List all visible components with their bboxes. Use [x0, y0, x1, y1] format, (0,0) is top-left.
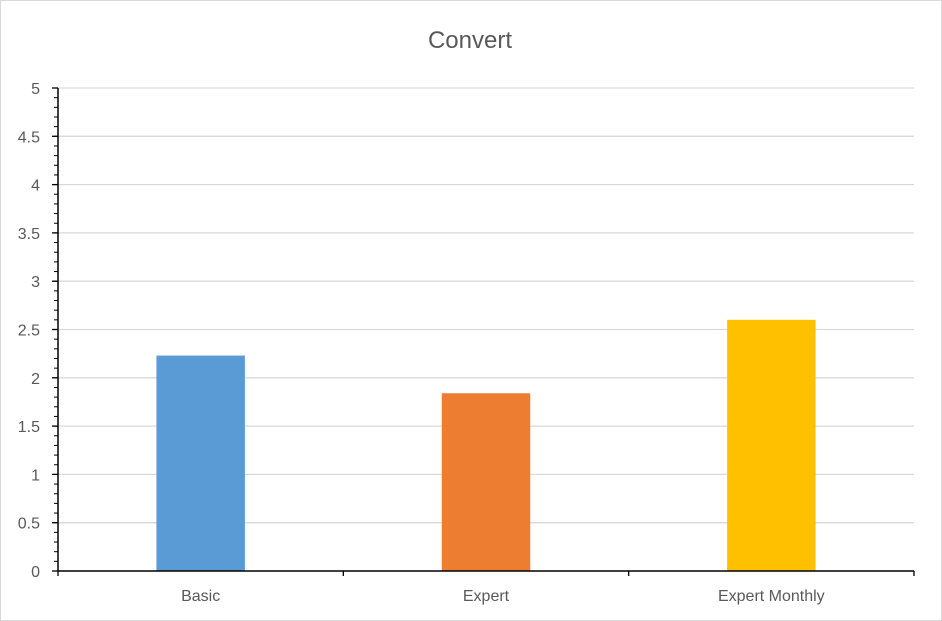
bar-expert: [441, 393, 531, 571]
x-category-label: Expert: [463, 588, 510, 605]
y-tick-label: 3.5: [18, 226, 40, 243]
axes: [52, 87, 915, 576]
x-category-label: Basic: [181, 588, 220, 605]
y-tick-label: 3: [31, 274, 40, 291]
bar-expert-monthly: [727, 319, 816, 571]
y-tick-label: 5: [31, 81, 40, 98]
y-tick-labels: 0 0.5 1 1.5 2 2.5 3 3.5 4 4.5 5: [18, 81, 40, 581]
y-tick-label: 4.5: [18, 129, 40, 146]
x-category-label: Expert Monthly: [718, 588, 825, 605]
y-tick-label: 4: [31, 178, 40, 195]
y-tick-label: 0: [31, 564, 40, 581]
bar-basic: [156, 355, 245, 571]
y-tick-label: 1: [31, 467, 40, 484]
x-category-labels: Basic Expert Expert Monthly: [181, 588, 825, 605]
bars: [156, 319, 816, 571]
chart-title: Convert: [428, 27, 512, 54]
y-tick-label: 1.5: [18, 419, 40, 436]
y-tick-label: 2: [31, 371, 40, 388]
y-tick-label: 0.5: [18, 516, 40, 533]
y-tick-label: 2.5: [18, 323, 40, 340]
